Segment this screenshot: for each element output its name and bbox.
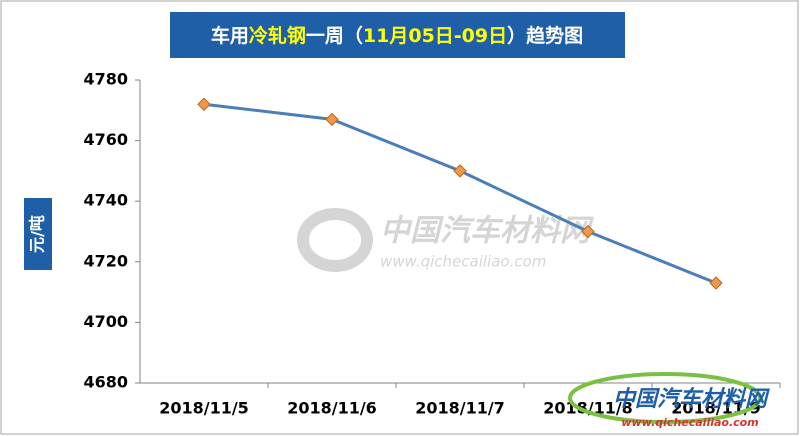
x-tick-label: 2018/11/7 [415, 399, 505, 418]
logo-name: 中国汽车材料网 [613, 386, 770, 412]
y-tick-label: 4720 [83, 251, 128, 270]
watermark-url: www.qichecailiao.com [380, 253, 546, 271]
y-tick-label: 4700 [83, 312, 128, 331]
logo-url: www.qichecailiao.com [621, 416, 758, 429]
y-label-box [24, 198, 52, 270]
watermark-icon [297, 208, 373, 272]
marker [453, 164, 467, 178]
x-tick-label: 2018/11/5 [159, 399, 249, 418]
logo: 中国汽车材料网 www.qichecailiao.com [568, 372, 770, 429]
x-tick-label: 2018/11/8 [543, 399, 633, 418]
marker [581, 224, 595, 239]
y-tick-label: 4740 [83, 191, 128, 210]
y-tick-label: 4780 [83, 70, 128, 89]
title-part: ）趋势图 [507, 24, 583, 47]
watermark: 中国汽车材料网 www.qichecailiao.com [297, 208, 594, 272]
plot: 4680 4700 4720 4740 4760 4780 2018/11/5 2018/11… [83, 70, 781, 418]
watermark-name: 中国汽车材料网 [380, 214, 594, 249]
title-part: 车用 [211, 24, 249, 47]
marker [197, 97, 211, 111]
marker [709, 276, 723, 290]
chart-title: 车用冷轧钢一周（11月05日-09日）趋势图 [211, 24, 583, 47]
title-part: 冷轧钢 [249, 24, 306, 47]
marker [325, 112, 339, 127]
title-part: 一周（ [306, 24, 363, 47]
y-tick-label: 4760 [83, 130, 128, 149]
y-tick-label: 4680 [83, 373, 128, 392]
x-tick-label: 2018/11/6 [287, 399, 377, 418]
title-box [170, 12, 625, 58]
logo-swoosh [568, 372, 762, 424]
title-part: 11月05日-09日 [363, 25, 507, 47]
y-axis-label: 元/吨 [28, 215, 47, 253]
